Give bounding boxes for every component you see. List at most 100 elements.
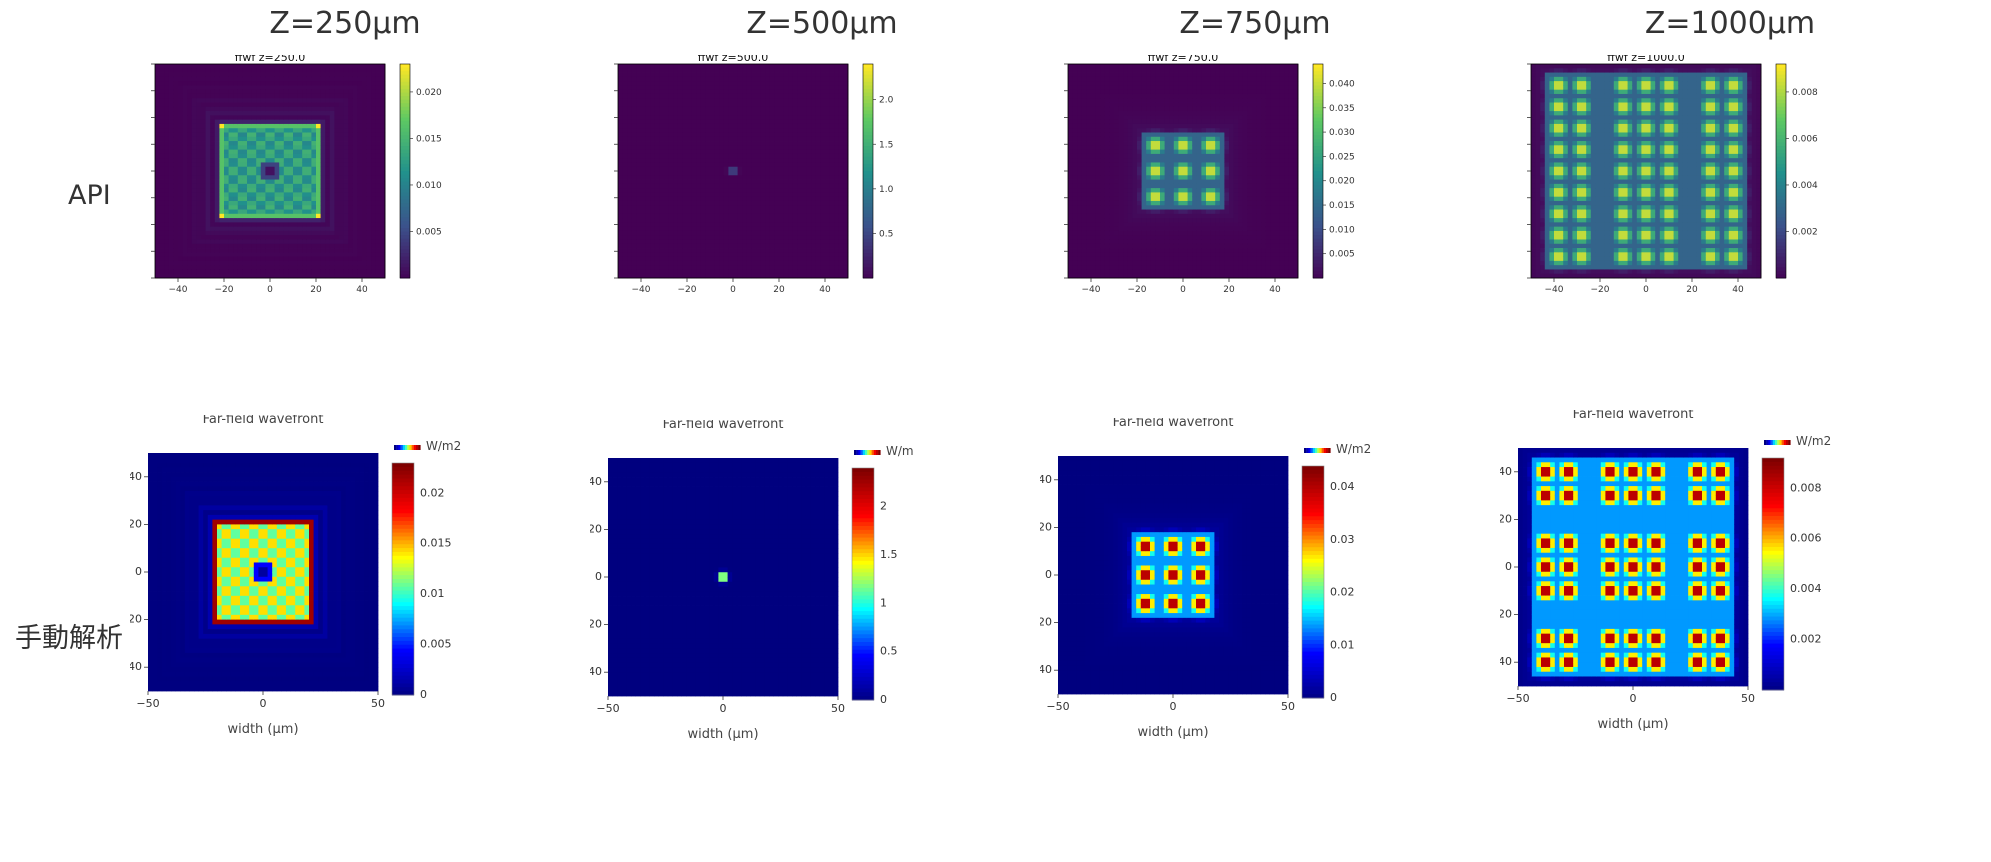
heatmap-cell [811, 85, 817, 91]
heatmap-cell [779, 230, 784, 236]
heatmap-cell [641, 89, 646, 95]
heatmap-cell [664, 64, 669, 69]
heatmap-cell [288, 235, 294, 240]
heatmap-cell [714, 179, 720, 185]
heatmap-cell [705, 128, 711, 133]
heatmap-cell [274, 256, 280, 262]
heatmap-cell [214, 226, 220, 232]
heatmap-cell [737, 153, 743, 159]
heatmap-cell [751, 171, 757, 176]
heatmap-cell [733, 89, 738, 95]
heatmap-cell [802, 72, 807, 78]
heatmap-cell [279, 128, 285, 133]
heatmap-cell [173, 119, 179, 125]
heatmap-cell [214, 72, 220, 78]
heatmap-cell [659, 248, 665, 253]
heatmap-cell [792, 98, 798, 103]
heatmap-cell [210, 119, 216, 125]
heatmap-cell [700, 226, 706, 232]
heatmap-cell [279, 132, 285, 138]
heatmap-cell [811, 243, 817, 249]
heatmap-cell [302, 76, 308, 82]
heatmap-cell [251, 64, 257, 69]
heatmap-cell [201, 141, 206, 146]
heatmap-cell [233, 76, 239, 82]
heatmap-cell [710, 252, 715, 257]
heatmap-cell [829, 179, 835, 185]
heatmap-cell [362, 141, 367, 146]
heatmap-cell [191, 141, 197, 146]
heatmap-cell [756, 64, 761, 69]
heatmap-cell [242, 200, 248, 206]
heatmap-cell [641, 248, 646, 253]
heatmap-cell [210, 76, 216, 82]
heatmap-cell [191, 149, 197, 155]
heatmap-cell [302, 200, 308, 206]
heatmap-cell [329, 93, 335, 99]
heatmap-cell [687, 256, 692, 262]
heatmap-cell [371, 115, 377, 121]
heatmap-cell [270, 76, 275, 82]
heatmap-cell [802, 128, 807, 133]
heatmap-cell [664, 85, 669, 91]
heatmap-cell [737, 136, 743, 142]
heatmap-cell [187, 252, 193, 257]
heatmap-cell [306, 132, 312, 138]
heatmap-cell [329, 252, 335, 257]
heatmap-cell [769, 72, 775, 78]
heatmap-cell [802, 235, 807, 240]
heatmap-cell [251, 260, 257, 266]
heatmap-cell [645, 64, 651, 69]
heatmap-cell [219, 252, 225, 257]
heatmap-cell [742, 192, 748, 198]
heatmap-cell [283, 158, 289, 163]
heatmap-cell [723, 273, 729, 279]
heatmap-cell [357, 175, 363, 180]
heatmap-cell [774, 102, 780, 108]
heatmap-cell [668, 248, 674, 253]
heatmap-cell [237, 256, 243, 262]
heatmap-cell [811, 149, 817, 155]
heatmap-cell [228, 188, 234, 193]
heatmap-cell [205, 192, 211, 198]
heatmap-cell [260, 115, 266, 121]
colorbar-segment [400, 131, 410, 136]
heatmap-cell [636, 166, 642, 172]
heatmap-cell [682, 136, 688, 142]
heatmap-cell [306, 145, 312, 150]
heatmap-cell [237, 200, 243, 206]
heatmap-cell [682, 102, 688, 108]
heatmap-cell [682, 218, 688, 223]
heatmap-cell [797, 265, 803, 270]
heatmap-cell [251, 166, 257, 172]
heatmap-cell [168, 205, 174, 210]
heatmap-cell [733, 273, 738, 279]
heatmap-cell [618, 243, 623, 249]
heatmap-cell [260, 213, 266, 219]
heatmap-cell [622, 205, 628, 210]
heatmap-cell [320, 260, 326, 266]
heatmap-cell [306, 213, 312, 219]
heatmap-cell [733, 196, 738, 202]
heatmap-cell [343, 89, 349, 95]
heatmap-cell [719, 68, 725, 73]
heatmap-cell [691, 192, 697, 198]
heatmap-cell [737, 188, 743, 193]
heatmap-cell [760, 89, 766, 95]
heatmap-cell [371, 243, 377, 249]
colorbar-segment [400, 231, 410, 236]
heatmap-cell [343, 265, 349, 270]
heatmap-cell [769, 115, 775, 121]
heatmap-cell [279, 85, 285, 91]
heatmap-cell [348, 106, 354, 112]
heatmap-cell [673, 106, 679, 112]
heatmap-cell [251, 196, 257, 202]
heatmap-cell [811, 64, 817, 69]
heatmap-cell [233, 123, 239, 129]
heatmap-cell [274, 64, 280, 69]
heatmap-cell [302, 123, 308, 129]
heatmap-cell [742, 252, 748, 257]
heatmap-cell [196, 81, 202, 86]
heatmap-cell [673, 119, 679, 125]
heatmap-cell [288, 183, 294, 189]
